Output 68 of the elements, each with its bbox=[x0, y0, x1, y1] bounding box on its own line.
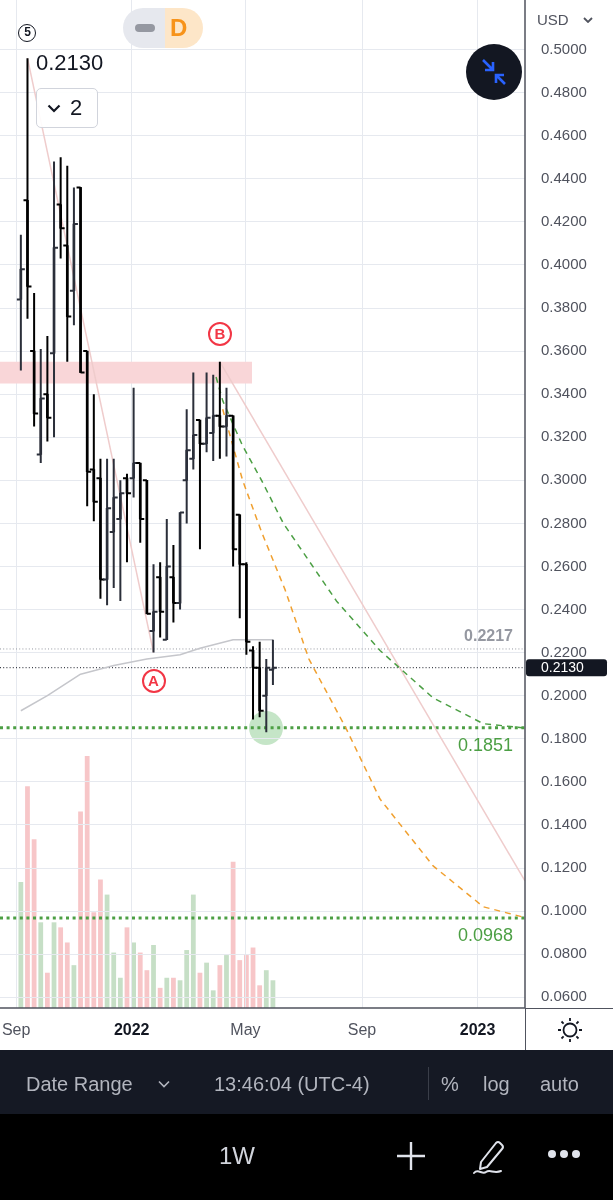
bar bbox=[18, 882, 24, 1008]
y-tick-label: 0.2400 bbox=[541, 599, 587, 617]
x-tick-label: May bbox=[230, 1021, 261, 1039]
bar bbox=[210, 990, 216, 1008]
bar bbox=[31, 839, 37, 1008]
bar bbox=[164, 977, 170, 1008]
y-tick-label: 0.2600 bbox=[541, 556, 587, 574]
x-tick-label: Sep bbox=[1, 1021, 31, 1039]
ref-line-label: 0.0968 bbox=[457, 924, 513, 945]
text: % bbox=[441, 1072, 459, 1097]
bar bbox=[64, 942, 70, 1008]
y-tick-label: 0.1400 bbox=[541, 815, 587, 833]
bar bbox=[157, 987, 163, 1008]
bar bbox=[25, 786, 30, 1008]
y-tick-label: 0.4800 bbox=[541, 82, 587, 100]
bar bbox=[98, 879, 103, 1008]
bar bbox=[38, 922, 44, 1008]
y-tick-label: 0.0800 bbox=[541, 944, 587, 962]
y-tick-label: 0.3600 bbox=[541, 341, 587, 359]
bar bbox=[45, 972, 50, 1008]
bar bbox=[171, 977, 176, 1008]
y-tick-label: 0.4200 bbox=[541, 211, 587, 229]
x-tick-label: 2023 bbox=[459, 1021, 496, 1039]
annotation: B bbox=[207, 321, 232, 346]
y-tick-label: 0.3200 bbox=[541, 427, 587, 445]
y-tick-label: 0.1000 bbox=[541, 901, 587, 919]
bar bbox=[263, 970, 269, 1008]
bar bbox=[111, 952, 117, 1008]
annotation: D bbox=[170, 13, 188, 43]
y-tick-label: 0.3400 bbox=[541, 384, 587, 402]
ref-line-label: 0.2130 bbox=[541, 659, 585, 676]
bar bbox=[204, 962, 209, 1008]
y-tick-label: 0.4000 bbox=[541, 255, 587, 273]
y-tick-label: 0.1800 bbox=[541, 728, 587, 746]
bar bbox=[217, 965, 223, 1008]
ref-line-label: 0.1851 bbox=[457, 734, 513, 755]
y-tick-label: 0.1200 bbox=[541, 858, 587, 876]
annotation: 2 bbox=[70, 94, 83, 122]
text: 1W bbox=[219, 1141, 255, 1171]
y-tick-label: 0.2000 bbox=[541, 685, 587, 703]
bar bbox=[58, 927, 64, 1008]
y-tick-label: 0.4600 bbox=[541, 125, 587, 143]
y-tick-label: 0.4400 bbox=[541, 168, 587, 186]
x-tick-label: Sep bbox=[347, 1021, 377, 1039]
y-tick-label: 0.2800 bbox=[541, 513, 587, 531]
bar bbox=[184, 950, 190, 1008]
x-tick-label: 2022 bbox=[113, 1021, 150, 1039]
bar bbox=[257, 985, 263, 1008]
y-tick-label: 0.3000 bbox=[541, 470, 587, 488]
y-tick-label: 0.5000 bbox=[541, 39, 587, 57]
y-tick-label: 0.0600 bbox=[541, 987, 587, 1005]
ref-line-label: 0.2217 bbox=[464, 626, 514, 644]
bar bbox=[78, 811, 83, 1008]
bar bbox=[224, 955, 229, 1008]
bar bbox=[117, 977, 123, 1008]
text: log bbox=[483, 1072, 510, 1097]
y-tick-label: 0.3800 bbox=[541, 298, 587, 316]
annotation: 0.2130 bbox=[36, 49, 104, 77]
y-tick-label: 0.2200 bbox=[541, 642, 587, 660]
text: 13:46:04 (UTC-4) bbox=[214, 1072, 370, 1097]
text: USD bbox=[537, 10, 569, 30]
annotation: 5 bbox=[18, 24, 37, 43]
text: auto bbox=[540, 1072, 579, 1097]
text: Date Range bbox=[26, 1072, 133, 1097]
bar bbox=[190, 894, 196, 1008]
bar bbox=[151, 945, 156, 1008]
annotation: A bbox=[141, 668, 166, 693]
y-tick-label: 0.1600 bbox=[541, 771, 587, 789]
